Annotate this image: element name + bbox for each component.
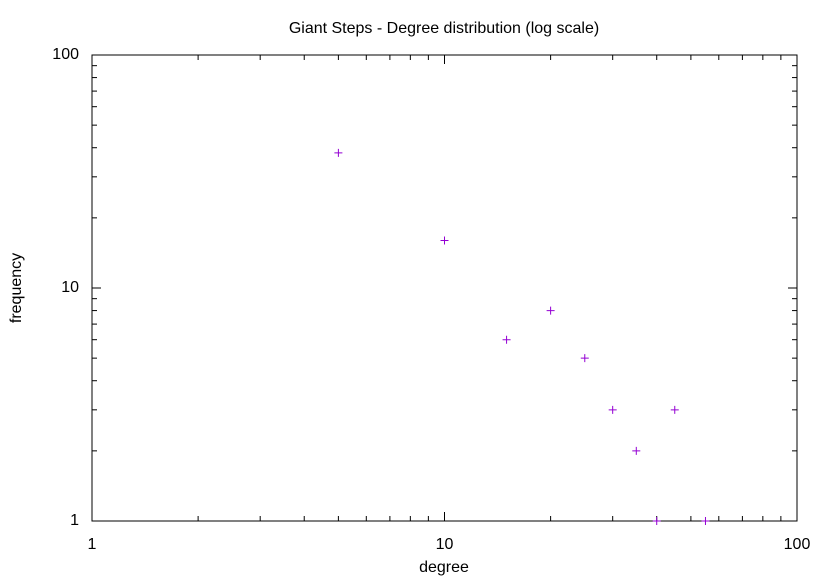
x-axis-label: degree (419, 559, 469, 576)
point (632, 446, 641, 455)
x-tick-label: 1 (88, 536, 97, 553)
y-tick-label: 100 (52, 46, 79, 63)
point (502, 335, 511, 344)
x-tick-label: 100 (784, 536, 811, 553)
y-tick-label: 1 (70, 512, 79, 529)
point (608, 405, 617, 414)
point (652, 517, 661, 525)
point (440, 236, 449, 245)
point (701, 517, 710, 525)
chart-title: Giant Steps - Degree distribution (log s… (289, 20, 599, 37)
y-axis-label: frequency (8, 253, 25, 323)
point (334, 148, 343, 157)
point (580, 354, 589, 363)
point (670, 405, 679, 414)
point (546, 306, 555, 315)
x-tick-label: 10 (436, 536, 454, 553)
y-tick-label: 10 (61, 279, 79, 296)
